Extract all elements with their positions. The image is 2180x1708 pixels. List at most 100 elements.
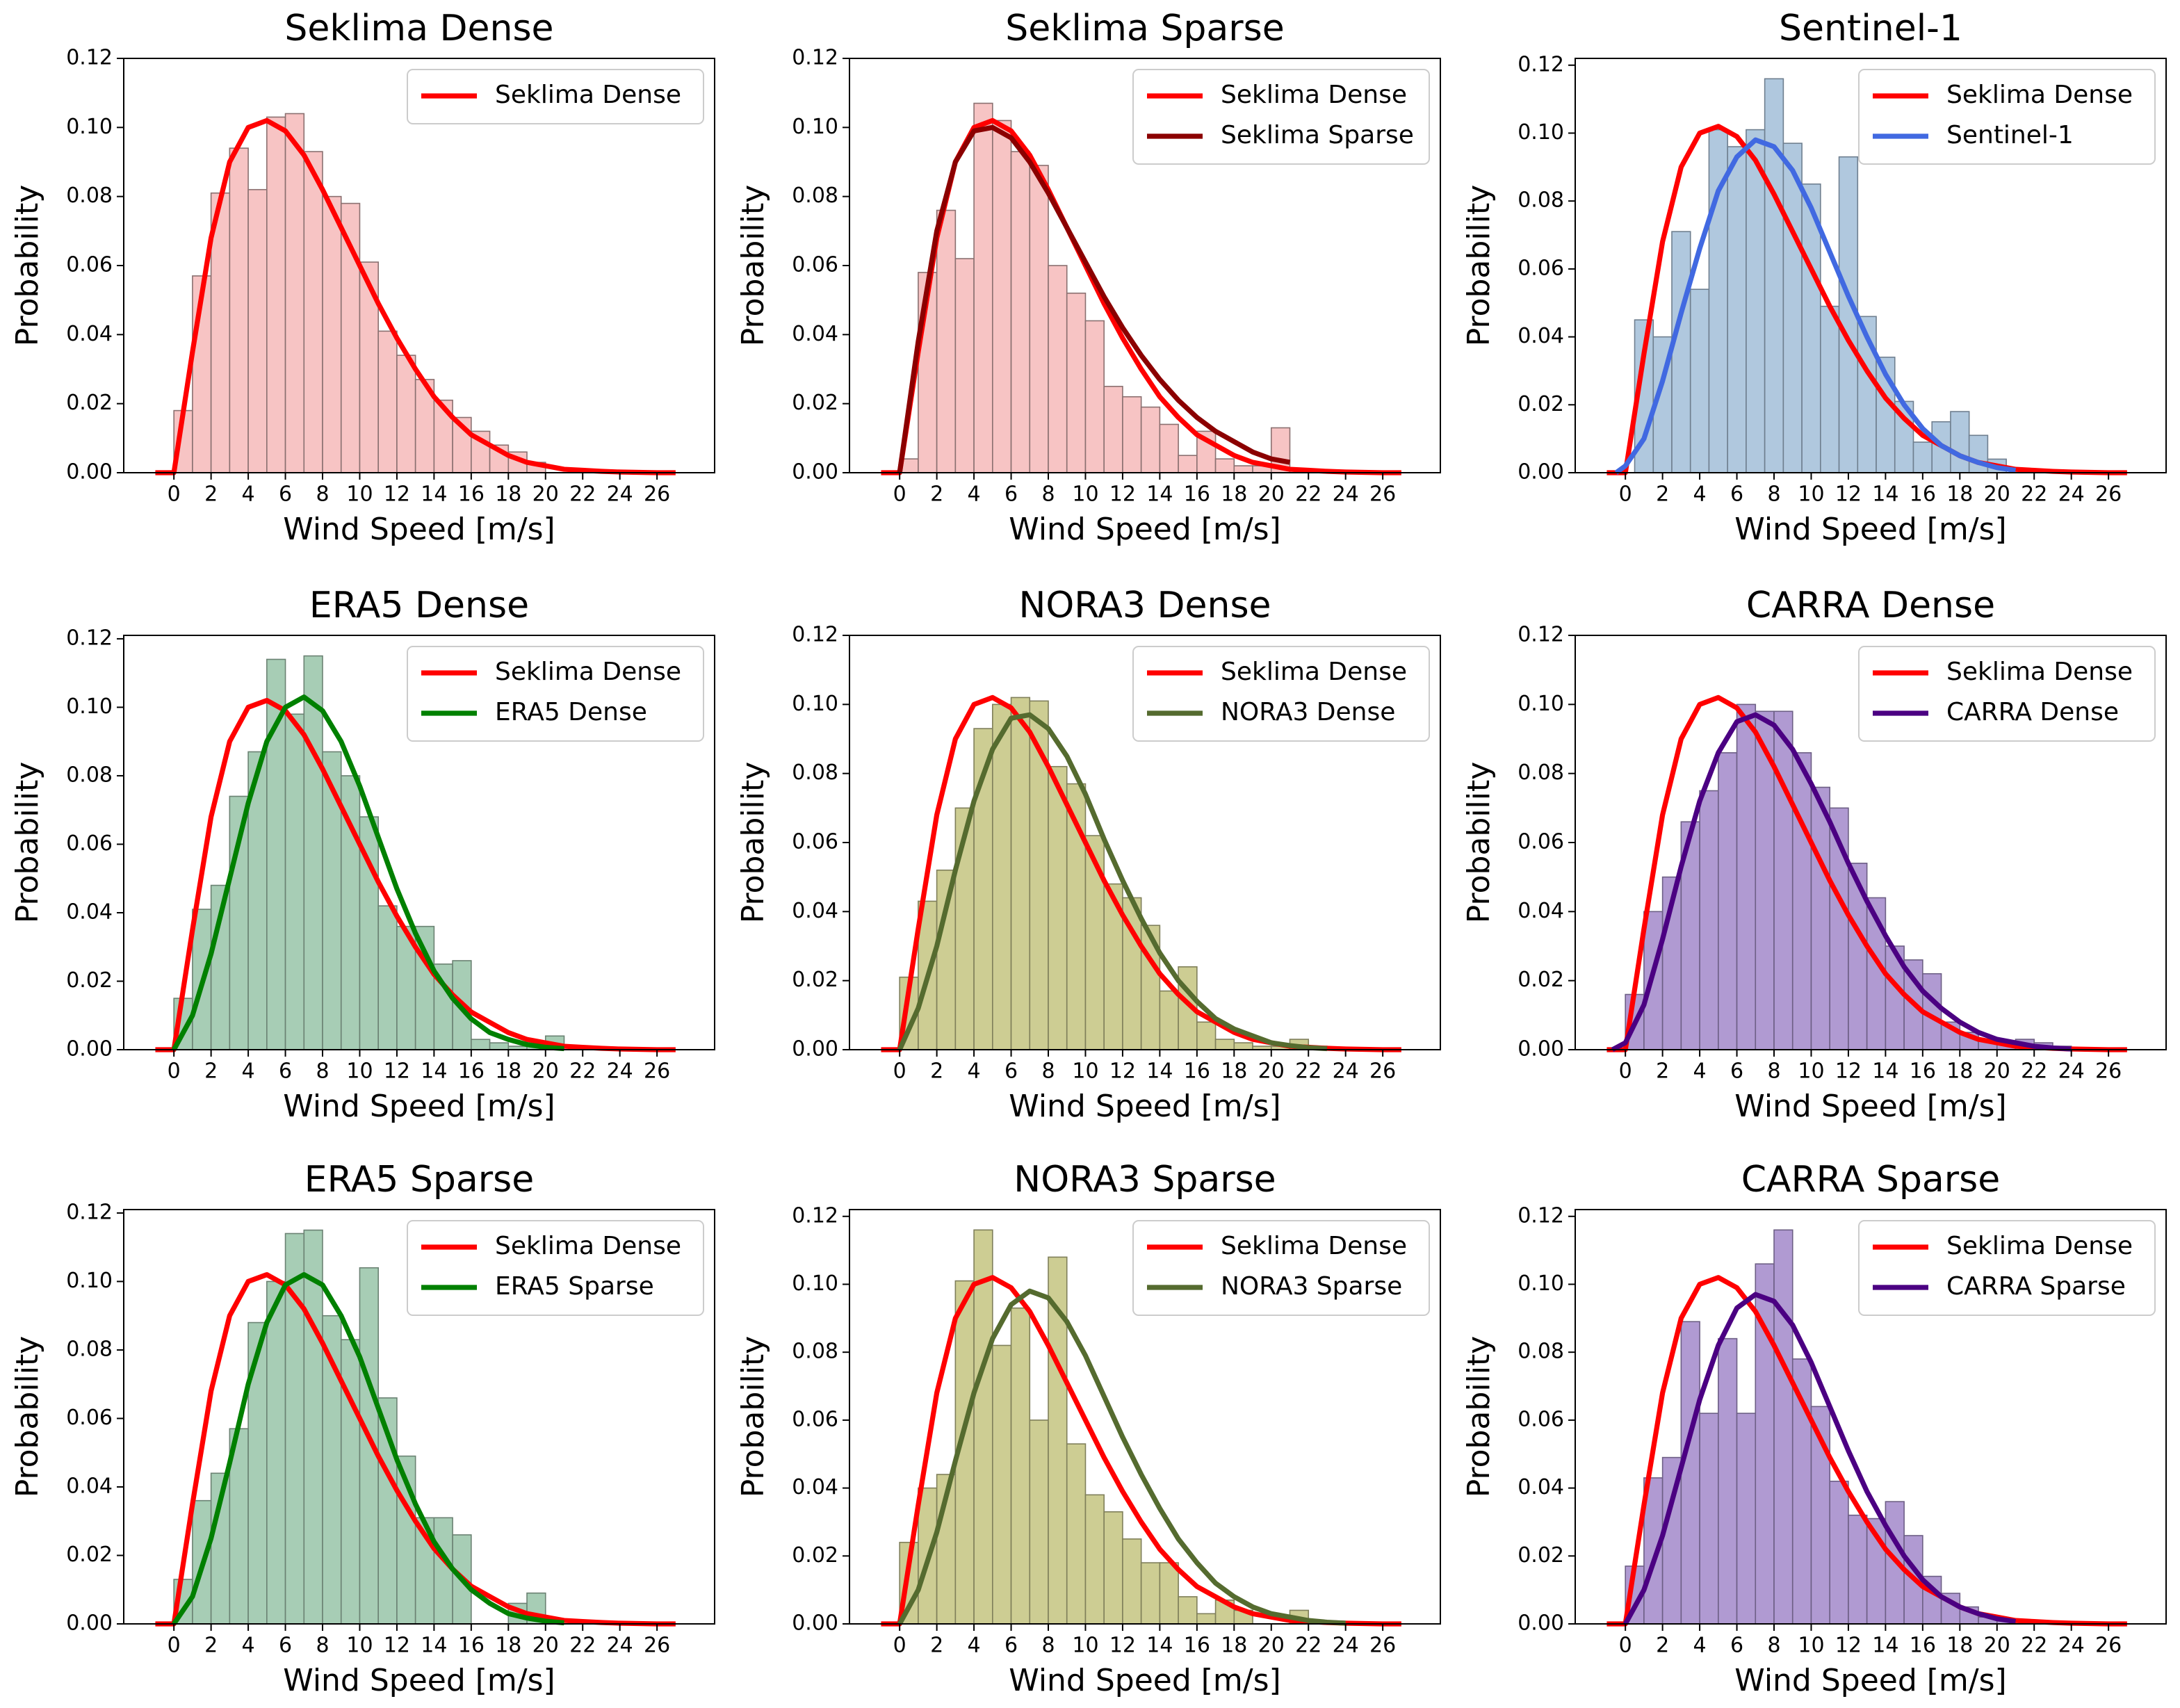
x-tick-label: 14 <box>1872 1059 1898 1084</box>
y-tick-label: 0.12 <box>792 1203 838 1228</box>
histogram-bar <box>1810 1406 1830 1625</box>
x-tick-label: 18 <box>1946 482 1973 507</box>
x-tick-label: 16 <box>458 1634 485 1658</box>
x-tick-label: 4 <box>242 482 255 507</box>
x-tick-label: 2 <box>204 1059 218 1084</box>
legend-label: Seklima Dense <box>1221 658 1407 686</box>
x-tick-label: 26 <box>2095 1059 2122 1084</box>
x-tick-label: 20 <box>1258 1634 1285 1658</box>
y-tick-label: 0.12 <box>792 623 838 647</box>
x-tick-label: 14 <box>421 482 447 507</box>
x-tick-label: 8 <box>1767 1634 1780 1658</box>
chart-title: Seklima Sparse <box>1005 8 1284 49</box>
y-tick-label: 0.08 <box>66 763 113 787</box>
y-tick-label: 0.00 <box>792 460 838 485</box>
histogram-bar <box>1848 1514 1868 1625</box>
histogram-bar <box>936 869 957 1050</box>
histogram-bar <box>1718 752 1738 1050</box>
x-tick-label: 0 <box>168 482 181 507</box>
x-tick-label: 8 <box>316 1634 329 1658</box>
histogram-bar <box>1140 406 1161 473</box>
x-tick-label: 16 <box>1910 1634 1936 1658</box>
y-tick-label: 0.12 <box>66 46 113 70</box>
x-tick-label: 10 <box>1072 482 1098 507</box>
x-tick-label: 18 <box>495 482 521 507</box>
x-tick-label: 26 <box>1369 1634 1396 1658</box>
histogram-bar <box>489 1042 510 1050</box>
fit-curve <box>897 124 1291 473</box>
y-tick-label: 0.08 <box>1518 188 1564 213</box>
x-tick-label: 2 <box>930 1059 943 1084</box>
histogram-bar <box>377 905 398 1050</box>
histogram-bar <box>1066 292 1087 473</box>
y-tick-label: 0.02 <box>792 391 838 415</box>
y-tick-label: 0.10 <box>792 692 838 716</box>
x-tick-label: 8 <box>1041 1059 1055 1084</box>
histogram-bar <box>1233 1042 1253 1050</box>
y-axis-label: Probability <box>10 185 45 347</box>
x-tick-label: 6 <box>1730 482 1743 507</box>
fit-curve <box>1606 1275 2127 1627</box>
legend-box <box>407 69 704 124</box>
y-tick-label: 0.08 <box>792 1340 838 1364</box>
x-tick-label: 12 <box>384 482 410 507</box>
x-tick-label: 22 <box>569 1059 596 1084</box>
x-tick-label: 12 <box>1109 1059 1136 1084</box>
histogram-bar <box>266 658 286 1050</box>
histogram-bar <box>1689 288 1710 473</box>
fit-curve <box>897 1288 1346 1626</box>
plot-frame <box>123 1209 715 1625</box>
histogram-bar <box>1196 1613 1217 1625</box>
x-tick-label: 22 <box>2021 1059 2047 1084</box>
x-tick-label: 4 <box>968 1059 981 1084</box>
fit-curve <box>1623 1292 2017 1625</box>
x-tick-label: 2 <box>1656 482 1669 507</box>
fit-curve <box>1614 137 2017 475</box>
histogram-bar <box>973 1229 993 1625</box>
y-tick-label: 0.10 <box>792 1271 838 1296</box>
x-tick-label: 14 <box>1146 482 1173 507</box>
y-tick-label: 0.08 <box>66 184 113 208</box>
y-axis-label: Probability <box>735 1336 771 1498</box>
x-tick-label: 18 <box>1946 1634 1973 1658</box>
x-tick-label: 24 <box>2058 482 2085 507</box>
y-tick-label: 0.00 <box>1518 1611 1564 1636</box>
y-tick-label: 0.12 <box>1518 1203 1564 1228</box>
y-tick-label: 0.06 <box>1518 1407 1564 1431</box>
y-tick-label: 0.04 <box>66 900 113 924</box>
x-tick-label: 12 <box>1109 1634 1136 1658</box>
y-axis-label: Probability <box>1461 185 1497 347</box>
x-tick-label: 26 <box>2095 482 2122 507</box>
x-tick-label: 16 <box>458 482 485 507</box>
y-axis-label: Probability <box>1461 762 1497 924</box>
legend-label: ERA5 Sparse <box>495 1272 654 1301</box>
x-axis-label: Wind Speed [m/s] <box>1734 512 2006 547</box>
x-tick-label: 4 <box>242 1059 255 1084</box>
x-tick-label: 2 <box>930 482 943 507</box>
x-tick-label: 10 <box>1072 1059 1098 1084</box>
legend-label: ERA5 Dense <box>495 698 647 726</box>
y-tick-label: 0.12 <box>1518 52 1564 76</box>
legend-box <box>1858 646 2156 742</box>
x-tick-label: 4 <box>1693 1634 1707 1658</box>
y-tick-label: 0.02 <box>792 1543 838 1568</box>
x-tick-label: 24 <box>1333 1634 1359 1658</box>
x-tick-label: 14 <box>1872 1634 1898 1658</box>
x-tick-label: 12 <box>1835 1059 1862 1084</box>
y-tick-label: 0.06 <box>66 253 113 277</box>
histogram-bar <box>1084 320 1105 473</box>
histogram-bar <box>1968 434 1989 473</box>
histogram-bar <box>303 1229 323 1625</box>
y-tick-label: 0.06 <box>792 1407 838 1431</box>
x-tick-label: 6 <box>1004 1059 1018 1084</box>
histogram-bar <box>992 1344 1012 1625</box>
x-tick-label: 0 <box>893 482 906 507</box>
x-tick-label: 4 <box>1693 1059 1707 1084</box>
x-axis-label: Wind Speed [m/s] <box>283 1089 555 1124</box>
x-tick-label: 8 <box>1041 482 1055 507</box>
histogram-bar <box>322 195 342 473</box>
x-tick-label: 0 <box>1619 1059 1632 1084</box>
legend-label: Seklima Dense <box>495 81 681 109</box>
